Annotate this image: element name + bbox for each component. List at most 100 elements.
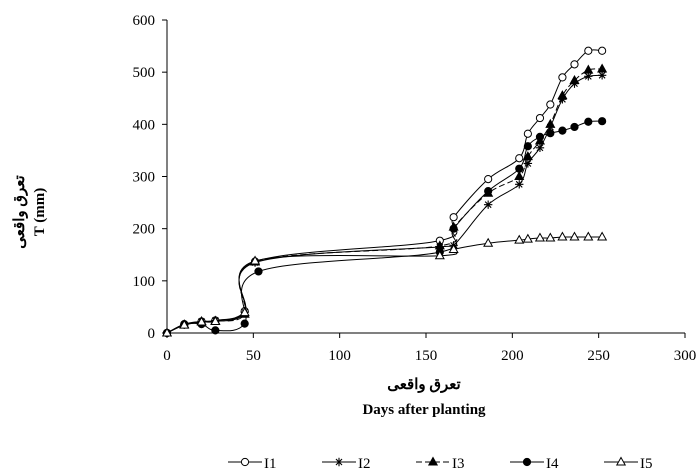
data-point-I4 [558,126,567,135]
series-I2 [162,71,607,338]
x-axis-title-alt: تعرق واقعی [387,377,460,393]
y-tick-label: 600 [133,13,156,29]
y-axis-title: T (mm) [32,188,48,236]
legend-marker [427,456,439,466]
data-point-I1 [515,154,524,163]
data-point-I2 [584,72,593,81]
data-point-I1 [598,46,607,55]
data-point-I5 [569,231,580,241]
data-point-I3 [557,90,568,100]
series-line-I3 [166,68,603,334]
series-line-I1 [166,49,603,334]
y-tick-label: 0 [148,326,156,342]
axes [162,19,686,338]
data-point-I5 [534,232,546,242]
x-tick-label: 150 [415,348,438,364]
data-point-I3 [514,170,525,180]
series-I1 [162,46,607,338]
data-point-I1 [449,213,458,222]
data-point-I4 [598,117,607,126]
data-point-I2 [597,71,607,80]
data-point-I2 [535,143,545,153]
data-point-I4 [515,164,524,173]
data-point-I4 [211,326,220,335]
legend-item-I3: I3 [416,456,465,472]
series-I4 [162,117,607,338]
data-point-I5 [583,231,594,241]
x-axis-title: Days after planting [362,402,486,418]
y-tick-label: 300 [133,170,156,186]
x-tick-label: 300 [674,348,697,364]
data-point-I5 [250,255,261,265]
data-point-I3 [545,118,556,128]
x-tick-label: 50 [246,348,261,364]
data-point-I5 [196,316,207,326]
data-point-I1 [535,113,545,123]
data-point-I5 [514,234,525,244]
legend: I1 I2 I3 I4 I5 [228,456,653,472]
series-group [161,46,608,338]
y-tick-label: 400 [133,117,156,133]
data-point-I3 [522,151,533,161]
legend-marker [522,457,532,467]
data-point-I5 [448,244,459,254]
data-point-I5 [210,316,221,326]
series-line-I4 [166,120,603,334]
data-point-I3 [569,74,580,85]
data-point-I4 [584,117,593,126]
data-point-I4 [535,132,545,141]
data-point-I5 [179,319,190,329]
data-point-I5 [483,237,494,247]
data-point-I4 [240,319,249,328]
data-point-I1 [558,73,567,82]
data-point-I1 [546,100,555,109]
legend-label: I2 [358,456,371,472]
y-tick-label: 100 [133,274,156,290]
x-tick-label: 0 [163,348,171,364]
legend-label: I5 [640,456,653,472]
series-I3 [161,63,608,337]
data-point-I1 [570,60,579,69]
legend-marker [240,457,250,467]
legend-marker [334,457,344,467]
legend-label: I4 [546,456,559,472]
legend-item-I1: I1 [228,456,277,472]
y-axis-title-alt: تعرق واقعی [12,175,28,248]
data-point-I4 [546,129,555,138]
data-point-I5 [522,233,533,243]
data-point-I5 [557,231,568,241]
y-tick-label: 200 [133,222,156,238]
legend-item-I5: I5 [604,456,653,472]
data-point-I5 [545,232,556,242]
data-point-I1 [584,46,593,55]
legend-item-I4: I4 [510,456,559,472]
legend-marker [615,456,627,466]
data-point-I3 [597,63,608,73]
x-tick-label: 100 [328,348,351,364]
legend-label: I1 [264,456,277,472]
data-point-I2 [558,95,567,104]
data-point-I5 [434,250,445,260]
data-point-I2 [515,180,524,189]
data-point-I4 [570,122,579,132]
data-point-I1 [484,175,493,184]
x-tick-label: 250 [587,348,610,364]
data-point-I5 [597,231,608,241]
x-tick-labels: 0 50 100 150 200 250 300 [163,348,696,364]
y-tick-label: 500 [133,65,156,81]
data-point-I4 [254,267,263,276]
data-point-I2 [483,200,493,209]
data-point-I5 [161,327,173,337]
data-point-I1 [523,129,532,138]
data-point-I4 [523,142,532,151]
series-line-I2 [166,74,603,334]
y-tick-labels: 0 100 200 300 400 500 600 [133,13,156,342]
x-tick-label: 200 [501,348,524,364]
data-point-I4 [484,187,493,196]
data-point-I3 [583,64,594,74]
legend-label: I3 [452,456,465,472]
legend-item-I2: I2 [322,456,371,472]
data-point-I4 [449,224,458,233]
series-I5 [161,231,608,337]
